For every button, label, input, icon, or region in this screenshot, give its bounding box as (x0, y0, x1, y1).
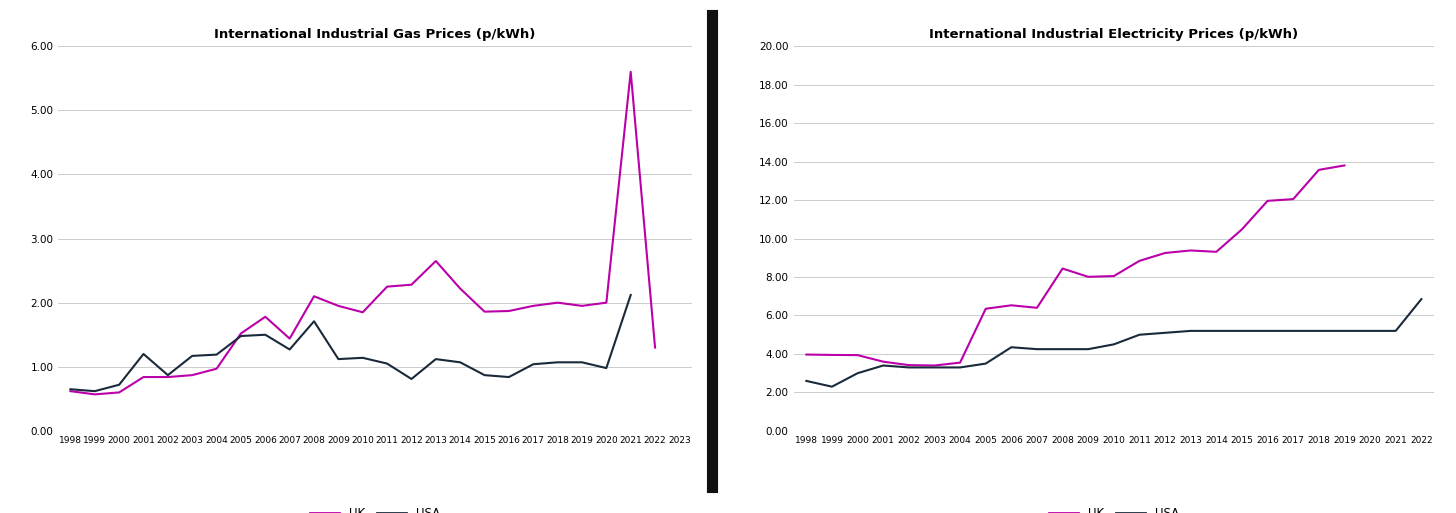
Legend: UK, USA: UK, USA (1044, 503, 1184, 513)
Title: International Industrial Gas Prices (p/kWh): International Industrial Gas Prices (p/k… (214, 28, 536, 41)
Title: International Industrial Electricity Prices (p/kWh): International Industrial Electricity Pri… (929, 28, 1299, 41)
Legend: UK, USA: UK, USA (306, 503, 444, 513)
